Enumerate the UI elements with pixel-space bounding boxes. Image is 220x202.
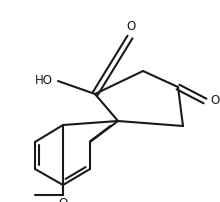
Text: O: O [126,20,136,33]
Text: O: O [211,94,220,107]
Text: HO: HO [35,74,53,87]
Text: O: O [58,196,68,202]
